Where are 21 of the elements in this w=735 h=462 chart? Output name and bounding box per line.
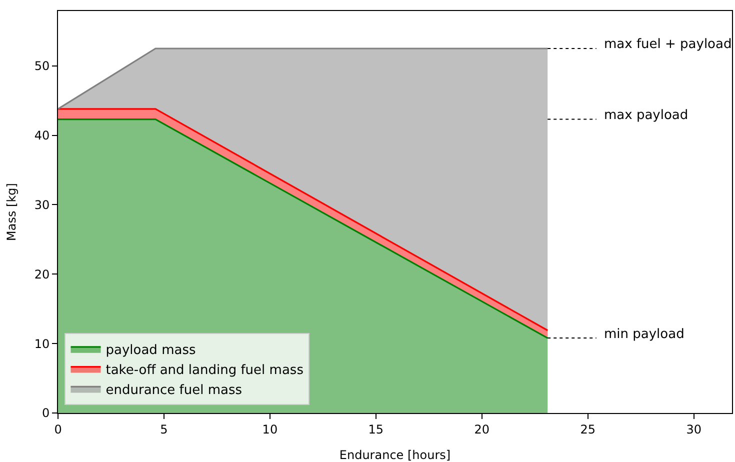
legend-label: payload mass	[106, 342, 196, 358]
x-tick-label: 25	[580, 422, 596, 436]
y-tick-label: 30	[34, 198, 50, 212]
x-tick-label: 5	[160, 422, 168, 436]
x-tick-label: 30	[686, 422, 702, 436]
y-tick-label: 10	[34, 336, 50, 351]
y-tick-label: 50	[34, 59, 50, 74]
x-tick-label: 15	[368, 422, 384, 436]
x-tick-label: 0	[54, 422, 62, 436]
x-axis-title: Endurance [hours]	[339, 448, 451, 462]
ref-line-label: min payload	[604, 327, 684, 342]
y-tick-label: 40	[34, 128, 50, 142]
x-tick-label: 20	[474, 422, 490, 436]
y-tick-label: 20	[34, 267, 50, 282]
ref-line-label: max fuel + payload	[604, 37, 732, 52]
y-tick-label: 0	[42, 406, 50, 420]
legend-label: endurance fuel mass	[106, 382, 242, 398]
legend-label: take-off and landing fuel mass	[106, 362, 304, 378]
y-axis-title: Mass [kg]	[4, 183, 19, 241]
ref-line-label: max payload	[604, 108, 688, 123]
x-tick-label: 10	[262, 422, 278, 436]
